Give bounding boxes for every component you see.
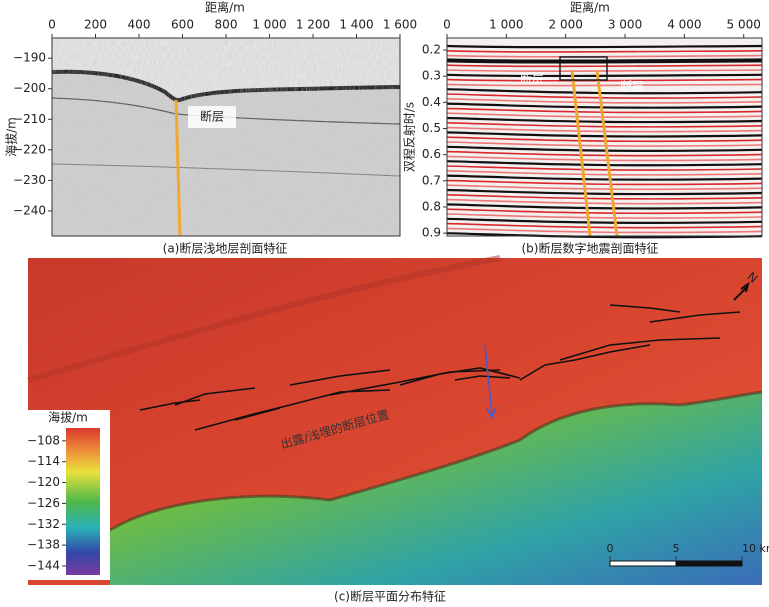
reflector (446, 174, 763, 181)
x-tick-label: 1 000 (489, 18, 523, 32)
reflector (446, 160, 763, 167)
x-tick-label: 5 000 (727, 18, 761, 32)
x-tick-label: 800 (215, 18, 238, 32)
colorbar-label: −126 (27, 496, 60, 510)
reflector (446, 78, 763, 82)
reflector (446, 141, 763, 147)
reflector (446, 188, 763, 196)
x-tick-label: 1 200 (296, 18, 330, 32)
fault-line (595, 69, 619, 237)
reflector (446, 131, 763, 138)
reflector (446, 217, 763, 224)
y-tick-label: 0.9 (422, 226, 441, 240)
reflector (446, 98, 763, 104)
reflector (446, 150, 763, 157)
x-tick-label: 0 (48, 18, 56, 32)
y-tick-label: 0.6 (422, 147, 441, 161)
x-tick-label: 200 (84, 18, 107, 32)
legend-title: 海拔/m (48, 410, 88, 425)
x-tick-label: 1 000 (252, 18, 286, 32)
reflector (446, 122, 763, 128)
profile-a (51, 37, 401, 237)
reflector (446, 88, 763, 95)
reflector (446, 198, 763, 205)
reflector (446, 179, 763, 186)
reflector (446, 107, 763, 114)
y-tick-label: 0.4 (422, 95, 441, 109)
profile-b (446, 37, 763, 239)
reflector (446, 83, 763, 87)
annotation: 断层 (520, 71, 544, 86)
scale-label: 10 km (742, 542, 769, 555)
x-tick-label: 1 600 (383, 18, 417, 32)
y-tick-label: −230 (13, 173, 46, 187)
annotation: 断层 (200, 109, 224, 124)
x-tick-label: 600 (171, 18, 194, 32)
caption: (b)断层数字地震剖面特征 (522, 241, 659, 256)
caption: (a)断层浅地层剖面特征 (163, 241, 288, 256)
map-c (27, 255, 763, 585)
x-tick-label: 4 000 (667, 18, 701, 32)
x-tick-label: 400 (128, 18, 151, 32)
reflector (446, 73, 763, 78)
reflector (446, 64, 763, 68)
y-tick-label: −220 (13, 142, 46, 156)
reflector (446, 44, 763, 49)
annotation: 断层 (620, 79, 644, 94)
colorbar-label: −138 (27, 538, 60, 552)
reflector (446, 170, 763, 176)
reflector (446, 69, 763, 72)
x-tick-label: 3 000 (608, 18, 642, 32)
y-tick-label: −240 (13, 203, 46, 217)
frame (446, 37, 763, 237)
reflector (446, 112, 763, 119)
y-tick-label: 0.5 (422, 121, 441, 135)
reflector (446, 208, 763, 215)
colorbar-label: −120 (27, 475, 60, 489)
y-tick-label: 0.2 (422, 43, 441, 57)
reflector (446, 227, 763, 234)
reflector (446, 165, 763, 171)
scale-label: 0 (607, 542, 614, 555)
y-tick-label: −200 (13, 81, 46, 95)
x-tick-label: 0 (443, 18, 451, 32)
y-tick-label: 0.3 (422, 69, 441, 83)
y-tick-label: 0.8 (422, 199, 441, 213)
reflector (446, 93, 763, 99)
x-axis-label: 距离/m (205, 0, 245, 15)
y-axis-label: 双程反射时/s (402, 102, 417, 172)
reflector (446, 194, 763, 200)
reflector (446, 184, 763, 191)
reflector (446, 136, 763, 143)
y-tick-label: 0.7 (422, 173, 441, 187)
y-tick-label: −210 (13, 112, 46, 126)
scale-label: 5 (673, 542, 680, 555)
reflector (446, 232, 763, 239)
colorbar-label: −114 (27, 454, 60, 468)
x-axis-label: 距离/m (570, 0, 610, 15)
reflector (446, 116, 763, 124)
x-tick-label: 2 000 (549, 18, 583, 32)
reflector (446, 102, 763, 109)
reflector (446, 58, 763, 64)
reflector (446, 213, 763, 219)
fault-box (559, 56, 608, 81)
reflector (446, 222, 763, 229)
x-tick-label: 1 400 (339, 18, 373, 32)
colorbar-label: −144 (27, 558, 60, 572)
reflector (446, 155, 763, 162)
fault-line (570, 69, 592, 237)
colorbar-label: −108 (27, 433, 60, 447)
y-tick-label: −190 (13, 51, 46, 65)
colorbar-label: −132 (27, 517, 60, 531)
reflector (446, 50, 763, 53)
reflector (446, 145, 763, 152)
reflector (446, 203, 763, 210)
reflector (446, 126, 763, 133)
caption: (c)断层平面分布特征 (334, 589, 446, 604)
y-axis-label: 海拔/m (4, 117, 19, 157)
